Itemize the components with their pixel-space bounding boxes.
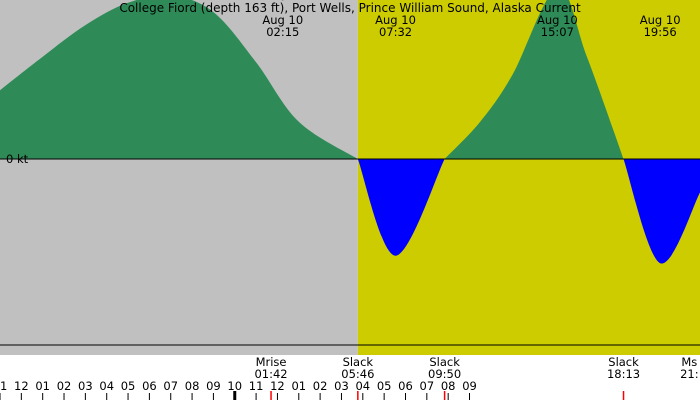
x-tick-label: 06 — [142, 379, 157, 393]
x-tick-label: 06 — [398, 379, 413, 393]
x-tick-label: 01 — [291, 379, 306, 393]
x-tick-label: 10 — [227, 379, 242, 393]
x-tick-label: 08 — [441, 379, 456, 393]
top-event-time: 07:32 — [379, 25, 412, 39]
y-tick-label: 0 kt — [6, 152, 29, 166]
x-tick-label: 02 — [57, 379, 72, 393]
x-tick-label: 03 — [78, 379, 93, 393]
bottom-event-time: 21: — [680, 367, 699, 381]
top-event-time: 02:15 — [266, 25, 299, 39]
x-tick-label: 11 — [0, 379, 7, 393]
top-event-time: 19:56 — [644, 25, 677, 39]
x-tick-label: 12 — [14, 379, 29, 393]
x-tick-label: 09 — [206, 379, 221, 393]
chart-title: College Fiord (depth 163 ft), Port Wells… — [119, 1, 581, 15]
x-tick-label: 09 — [462, 379, 477, 393]
x-tick-label: 01 — [35, 379, 50, 393]
top-event-time: 15:07 — [541, 25, 574, 39]
x-tick-label: 11 — [249, 379, 264, 393]
x-tick-label: 05 — [121, 379, 136, 393]
x-tick-label: 12 — [270, 379, 285, 393]
x-tick-label: 02 — [313, 379, 328, 393]
bottom-event-time: 18:13 — [607, 367, 640, 381]
x-tick-label: 04 — [99, 379, 114, 393]
x-tick-label: 03 — [334, 379, 349, 393]
x-tick-label: 07 — [163, 379, 178, 393]
x-tick-label: 08 — [185, 379, 200, 393]
x-tick-label: 04 — [355, 379, 370, 393]
x-tick-label: 07 — [420, 379, 435, 393]
x-tick-label: 05 — [377, 379, 392, 393]
